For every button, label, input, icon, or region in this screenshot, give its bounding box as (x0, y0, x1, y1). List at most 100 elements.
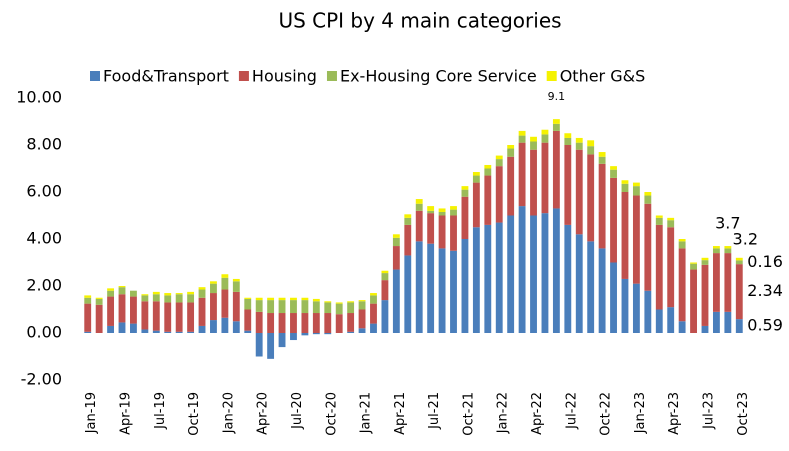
x-tick-label: Apr-23 (667, 392, 682, 435)
bar-segment (370, 293, 377, 296)
bar-segment (290, 297, 297, 301)
bar-segment (495, 222, 503, 333)
x-tick: Apr-20 (256, 392, 271, 435)
bar-segment (370, 323, 377, 333)
bar-segment (404, 255, 412, 333)
bar-segment (484, 164, 492, 169)
bar-segment (644, 195, 652, 204)
bar-segment (198, 325, 206, 333)
x-tick-label: Jan-22 (496, 392, 511, 434)
x-tick-label: Jul-20 (290, 392, 305, 430)
annotation: 9.1 (548, 90, 566, 103)
bar-segment (381, 300, 389, 333)
bar-segment (724, 253, 732, 312)
bar-segment (347, 301, 355, 303)
bar-segment (472, 182, 480, 228)
bar-segment (267, 297, 275, 301)
bar-segment (587, 140, 595, 147)
bar-segment (198, 289, 206, 298)
bar-segment (610, 262, 617, 333)
bar-segment (541, 134, 549, 143)
bar-segment (290, 300, 297, 314)
bar-segment (267, 313, 275, 333)
x-tick: Apr-22 (530, 392, 545, 435)
x-tick: Apr-21 (393, 392, 408, 435)
bar-segment (678, 321, 686, 333)
bar-segment (495, 155, 503, 160)
y-tick-label: 2.00 (26, 276, 62, 295)
bar-segment (324, 313, 332, 333)
bar-segment (381, 280, 389, 301)
bar-segment (84, 331, 92, 333)
legend-label: Food&Transport (103, 67, 229, 86)
bar-segment (152, 330, 160, 333)
y-tick-label: 0.00 (26, 323, 62, 342)
bar-segment (267, 333, 275, 359)
x-tick-label: Apr-20 (256, 392, 271, 435)
bar-segment (678, 248, 686, 322)
x-tick: Oct-19 (187, 392, 202, 436)
bar-segment (415, 210, 423, 242)
bar-segment (701, 257, 709, 261)
bar-segment (164, 302, 172, 332)
bar-segment (644, 290, 652, 333)
bar-segment (632, 195, 640, 284)
bar-segment (301, 300, 309, 314)
x-tick-label: Oct-19 (187, 392, 202, 436)
data-label: 2.34 (747, 281, 783, 300)
bar-segment (335, 314, 343, 333)
bar-segment (632, 283, 640, 333)
bar-segment (541, 213, 549, 333)
x-tick-label: Jan-21 (359, 392, 374, 434)
bar-segment (598, 152, 606, 157)
bar-segment (267, 300, 275, 314)
legend-swatch (90, 71, 100, 81)
bar-segment (324, 302, 332, 314)
bar-segment (438, 211, 446, 216)
chart-title: US CPI by 4 main categories (278, 9, 561, 33)
bar-segment (495, 159, 503, 167)
bar-segment (152, 294, 160, 302)
bar-segment (724, 246, 732, 249)
bar-segment (518, 142, 526, 207)
annotation: 3.7 (715, 214, 740, 233)
bar-segment (690, 269, 697, 333)
x-tick: Jul-19 (153, 392, 168, 430)
bar-segment (210, 293, 217, 321)
x-tick-label: Jan-19 (84, 392, 99, 434)
bar-segment (95, 304, 103, 333)
bar-segment (507, 215, 515, 333)
x-tick-label: Jul-22 (564, 392, 579, 430)
bar-segment (427, 213, 435, 244)
bar-segment (221, 277, 229, 290)
bar-segment (427, 210, 435, 214)
bar-segment (221, 274, 229, 278)
bar-segment (552, 119, 560, 124)
x-tick: Oct-22 (599, 392, 614, 436)
legend-label: Housing (252, 67, 317, 86)
bar-segment (701, 264, 709, 326)
x-tick: Jul-22 (564, 392, 579, 430)
bar-segment (415, 203, 423, 211)
bar-segment (324, 333, 332, 335)
bar-segment (232, 321, 240, 333)
bar-segment (438, 215, 446, 249)
bar-segment (438, 248, 446, 333)
y-tick-label: -2.00 (21, 370, 62, 389)
bar-segment (610, 177, 617, 263)
bar-segment (461, 186, 469, 190)
bar-segment (358, 300, 366, 302)
bar-segment (450, 215, 457, 251)
bar-segment (370, 295, 377, 304)
bar-segment (644, 192, 652, 196)
x-tick: Apr-23 (667, 392, 682, 435)
bar-segment (175, 331, 183, 333)
bar-segment (655, 309, 663, 333)
bar-segment (107, 288, 115, 291)
bar-segment (210, 281, 217, 284)
bar-segment (530, 215, 537, 333)
y-tick-label: 10.00 (16, 88, 62, 107)
legend-swatch (238, 71, 249, 81)
bar-segment (404, 224, 412, 256)
